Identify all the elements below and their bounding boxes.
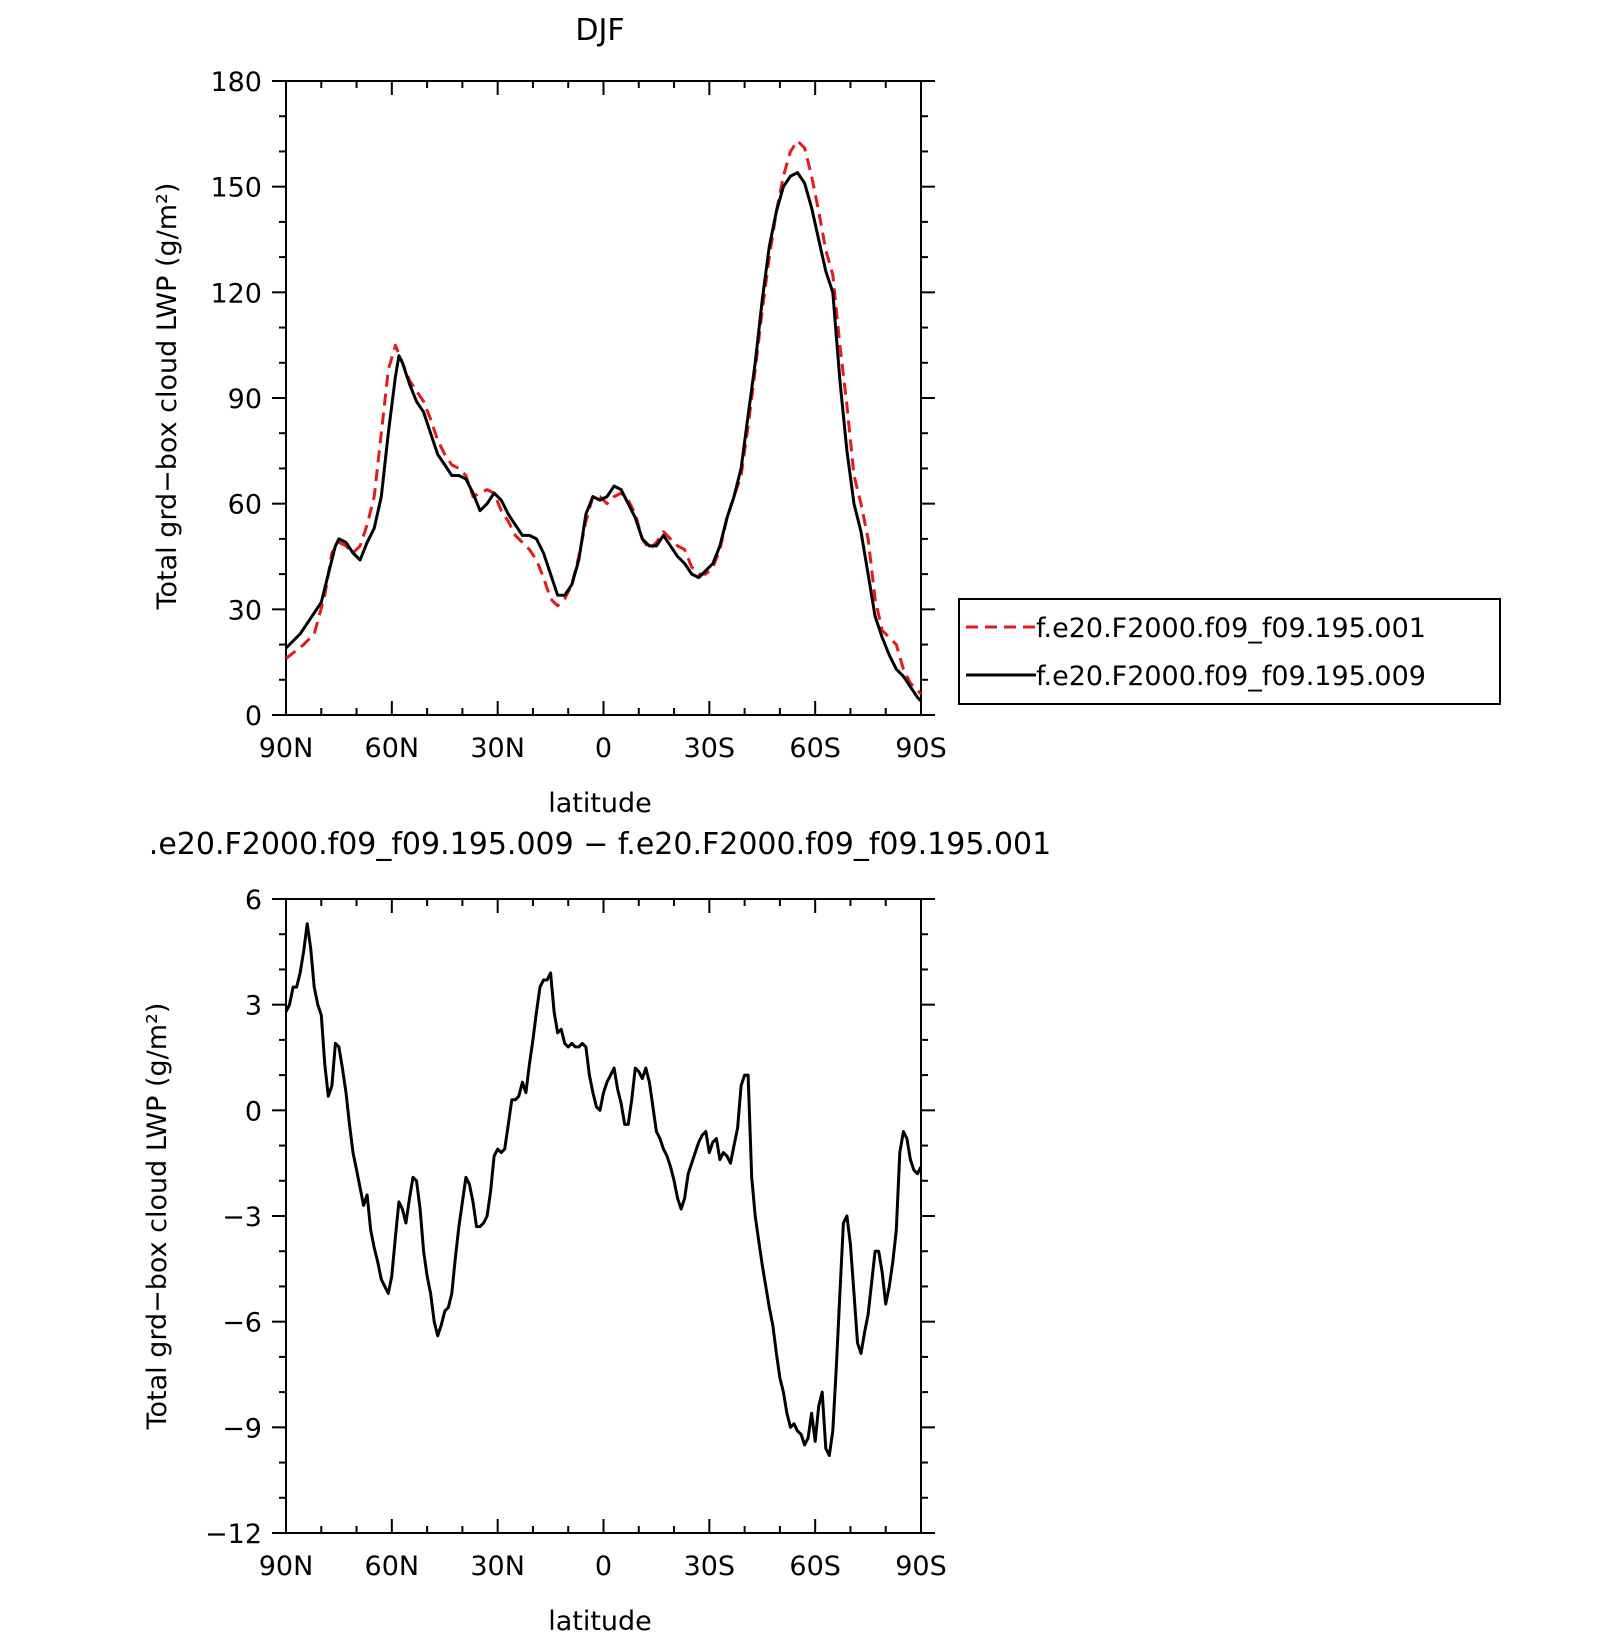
top-chart-title: DJF <box>575 13 624 48</box>
bottom-panel: .e20.F2000.f09_f09.195.009 − f.e20.F2000… <box>142 827 1051 1635</box>
bottom-x-axis-label: latitude <box>548 1606 652 1635</box>
top-x-axis-label: latitude <box>548 788 652 819</box>
top-y-axis-label: Total grd−box cloud LWP (g/m²) <box>152 183 183 611</box>
legend: f.e20.F2000.f09_f09.195.001 f.e20.F2000.… <box>958 598 1501 705</box>
bottom-y-tick-label: −6 <box>222 1308 262 1339</box>
bottom-x-tick-label: 30N <box>470 1551 525 1582</box>
top-x-tick-label: 90N <box>259 733 314 764</box>
bottom-y-tick-label: 6 <box>245 885 262 916</box>
bottom-y-tick-label: 0 <box>245 1096 262 1127</box>
bottom-x-tick-label: 30S <box>684 1551 736 1582</box>
bottom-y-tick-label: 3 <box>245 991 262 1022</box>
top-panel: DJF 90N 60N 30N 0 30S 60S 90S0306090120150180 … <box>152 13 1501 819</box>
top-x-tick-label: 60N <box>365 733 420 764</box>
bottom-x-tick-label: 60S <box>789 1551 841 1582</box>
top-y-tick-label: 30 <box>228 595 262 626</box>
bottom-y-tick-label: −9 <box>222 1413 262 1444</box>
top-x-tick-label: 30S <box>684 733 736 764</box>
bottom-x-tick-label: 0 <box>595 1551 612 1582</box>
top-series-line-2 <box>284 171 923 702</box>
bottom-y-tick-label: −12 <box>205 1519 262 1550</box>
bottom-chart-title: .e20.F2000.f09_f09.195.009 − f.e20.F2000… <box>149 827 1051 862</box>
top-y-tick-label: 180 <box>210 67 262 98</box>
legend-label-series-1: f.e20.F2000.f09_f09.195.001 <box>1036 613 1426 644</box>
top-y-tick-label: 150 <box>210 173 262 204</box>
bottom-y-tick-label: −3 <box>222 1202 262 1233</box>
top-series-line-1 <box>285 139 923 695</box>
legend-label-series-2: f.e20.F2000.f09_f09.195.009 <box>1036 661 1426 692</box>
bottom-x-tick-label: 90S <box>895 1551 947 1582</box>
bottom-x-tick-label: 60N <box>365 1551 420 1582</box>
bottom-plot-area: 90N 60N 30N 0 30S 60S 90S −12 −9 −6 −3 0 3 6 <box>205 885 947 1582</box>
top-plot-frame <box>285 80 922 716</box>
top-y-tick-label: 60 <box>228 490 262 521</box>
top-x-tick-label: 0 <box>595 733 612 764</box>
top-plot-area: 90N 60N 30N 0 30S 60S 90S 0 30 60 90 120 150 180 <box>210 67 946 764</box>
top-y-tick-label: 0 <box>245 701 262 732</box>
top-x-tick-label: 60S <box>789 733 841 764</box>
top-y-tick-label: 120 <box>210 278 262 309</box>
top-x-tick-label: 30N <box>470 733 525 764</box>
bottom-y-axis-label: Total grd−box cloud LWP (g/m²) <box>142 1003 173 1431</box>
top-y-tick-label: 90 <box>228 384 262 415</box>
bottom-x-tick-label: 90N <box>259 1551 314 1582</box>
top-x-tick-label: 90S <box>895 733 947 764</box>
legend-box <box>958 598 1501 705</box>
bottom-series-line-1 <box>284 922 923 1457</box>
